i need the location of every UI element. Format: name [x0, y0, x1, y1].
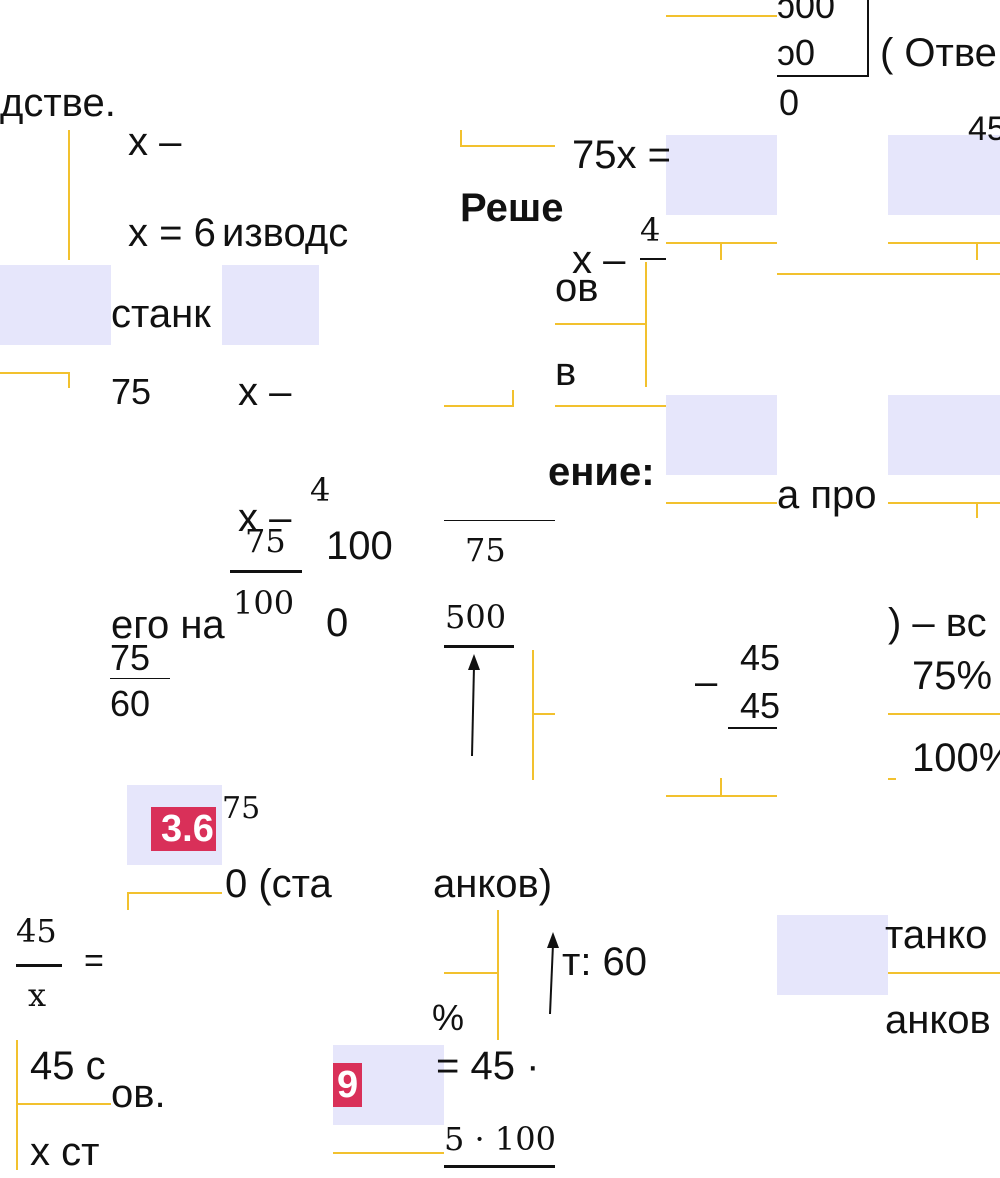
- text-fragment: 60: [110, 683, 151, 724]
- text-fragment: 75: [110, 637, 151, 678]
- text-fragment: 75: [111, 371, 152, 412]
- text-fragment: x –: [238, 496, 292, 540]
- text-fragment: 45: [740, 637, 781, 678]
- text-fragment: 45: [16, 912, 57, 950]
- text-fragment: 75: [222, 791, 261, 826]
- text-fragment: 45: [968, 110, 1000, 148]
- text-fragment: анков): [433, 862, 553, 906]
- tile: [222, 265, 319, 345]
- tile: [0, 265, 111, 345]
- text-fragment: x –: [238, 370, 292, 414]
- text-fragment: ов: [555, 266, 599, 310]
- text-fragment: танко: [885, 913, 988, 957]
- tile: [777, 915, 888, 995]
- text-fragment: 0 (ста: [225, 862, 332, 906]
- tile: [888, 135, 1000, 215]
- text-fragment: 0: [779, 82, 800, 123]
- text-fragment: ( Отве: [880, 31, 997, 75]
- text-fragment: 0: [326, 601, 349, 645]
- text-fragment: его на: [111, 603, 225, 647]
- text-fragment: –: [695, 660, 718, 704]
- text-fragment: x: [28, 976, 47, 1014]
- text-fragment: ɔ00: [777, 0, 836, 26]
- text-fragment: в: [555, 350, 577, 394]
- arrow-icon: [468, 654, 480, 757]
- text-fragment: 4: [310, 471, 331, 509]
- text-fragment: изводс: [222, 211, 349, 255]
- tile: [666, 135, 777, 215]
- text-fragment: 5 · 100: [444, 1120, 556, 1158]
- text-fragment: ение:: [548, 450, 655, 494]
- text-fragment: 100%: [912, 736, 1000, 780]
- text-fragment: Реше: [460, 186, 564, 230]
- text-fragment: =: [84, 942, 104, 980]
- text-fragment: x = 6: [128, 211, 216, 255]
- text-fragment: 45 с: [30, 1044, 106, 1088]
- text-fragment: 75x =: [572, 133, 671, 177]
- text-fragment: 45: [740, 685, 781, 726]
- text-fragment: = 45 ·: [436, 1044, 540, 1088]
- text-fragment: а про: [777, 473, 877, 517]
- arrow-icon: [547, 932, 559, 1015]
- text-fragment: %: [432, 997, 465, 1038]
- text-fragment: 500: [445, 598, 507, 636]
- text-fragment: ) – вс: [888, 601, 987, 645]
- text-fragment: x –: [572, 238, 626, 282]
- text-fragment: 100: [233, 584, 295, 622]
- text-fragment: 75: [465, 531, 506, 569]
- text-fragment: т: 60: [562, 940, 648, 984]
- text-fragment: ов.: [111, 1072, 166, 1116]
- text-fragment: 4: [640, 211, 661, 249]
- text-fragment: x –: [128, 120, 182, 164]
- text-fragment: 75: [245, 522, 286, 560]
- text-fragment: анков: [885, 998, 991, 1042]
- text-fragment: станк: [111, 292, 211, 336]
- badge: 3.6: [151, 807, 216, 851]
- text-fragment: 75%: [912, 654, 993, 698]
- text-fragment: x ст: [30, 1130, 100, 1174]
- badge: 9: [333, 1063, 363, 1107]
- text-fragment: ɔ0: [777, 32, 816, 73]
- tile: [666, 395, 777, 475]
- text-fragment: дстве.: [0, 81, 116, 125]
- tile: [888, 395, 1000, 475]
- text-fragment: 100: [326, 524, 393, 568]
